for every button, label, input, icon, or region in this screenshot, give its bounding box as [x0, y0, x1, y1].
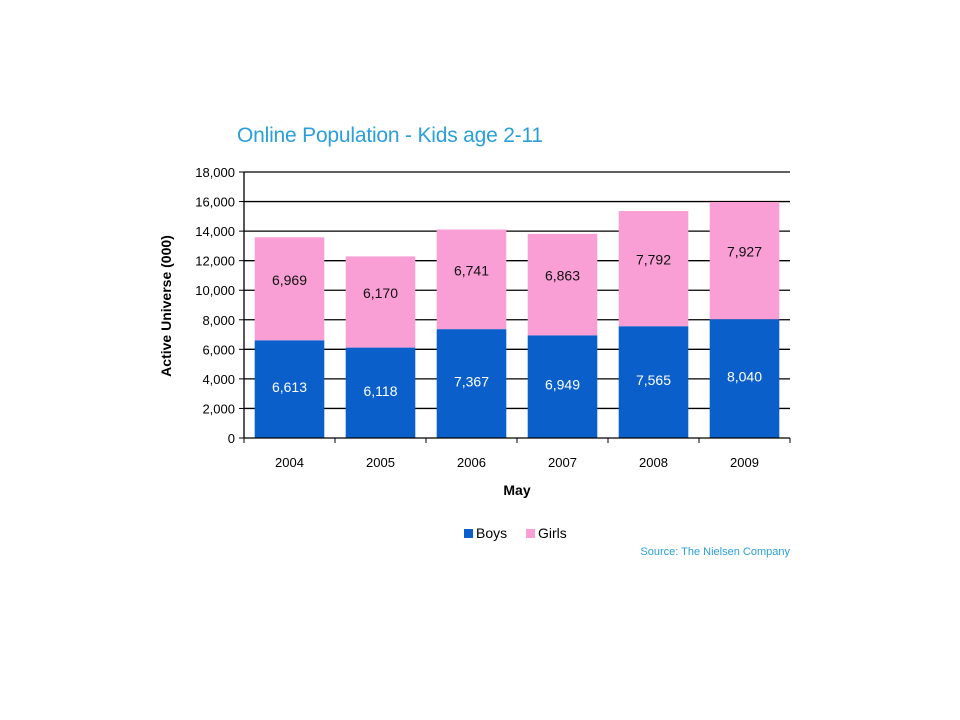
axes: 0 2,000 4,000 6,000 8,000 10,000 12,000 14,000 1… [195, 165, 791, 470]
data-label-boys-2006: 7,367 [454, 374, 489, 390]
legend: Boys Girls [464, 525, 567, 541]
x-tick-label: 2008 [639, 455, 668, 470]
bar-girls-2006 [436, 229, 507, 330]
data-labels: 6,613 6,969 6,118 6,170 7,367 6,741 6,949 6,863… [272, 244, 762, 399]
bar-girls-2009 [709, 202, 780, 320]
y-tick-label: 18,000 [195, 165, 235, 180]
gridlines [244, 171, 790, 410]
bar-boys-2005 [345, 347, 416, 438]
x-axis-title: May [503, 482, 530, 498]
bar-boys-2007 [527, 335, 598, 438]
y-tick-label: 6,000 [202, 342, 235, 357]
data-label-girls-2005: 6,170 [363, 285, 398, 301]
y-tick-label: 16,000 [195, 195, 235, 210]
bar-girls-2008 [618, 211, 689, 327]
x-tick-label: 2006 [457, 455, 486, 470]
bar-girls-2004 [254, 237, 325, 341]
data-label-girls-2009: 7,927 [727, 244, 762, 260]
legend-label-girls: Girls [538, 525, 567, 541]
x-tick-label: 2004 [275, 455, 304, 470]
data-label-girls-2004: 6,969 [272, 272, 307, 288]
data-label-boys-2008: 7,565 [636, 372, 671, 388]
y-tick-label: 0 [228, 431, 235, 446]
x-tick-label: 2007 [548, 455, 577, 470]
legend-swatch-girls [526, 529, 535, 538]
bars [254, 202, 780, 438]
x-tick-label: 2009 [730, 455, 759, 470]
y-tick-label: 10,000 [195, 283, 235, 298]
legend-label-boys: Boys [476, 525, 507, 541]
y-tick-label: 12,000 [195, 254, 235, 269]
y-tick-label: 8,000 [202, 313, 235, 328]
legend-swatch-boys [464, 529, 473, 538]
bar-boys-2004 [254, 340, 325, 438]
y-tick-label: 4,000 [202, 372, 235, 387]
data-label-girls-2008: 7,792 [636, 252, 671, 268]
data-label-boys-2004: 6,613 [272, 379, 307, 395]
bar-girls-2007 [527, 233, 598, 336]
bar-boys-2009 [709, 319, 780, 438]
data-label-boys-2007: 6,949 [545, 377, 580, 393]
y-axis-title: Active Universe (000) [158, 235, 174, 377]
source-note: Source: The Nielsen Company [640, 546, 790, 558]
x-tick-label: 2005 [366, 455, 395, 470]
data-label-boys-2009: 8,040 [727, 369, 762, 385]
bar-boys-2006 [436, 329, 507, 438]
chart-title: Online Population - Kids age 2-11 [237, 124, 543, 147]
data-label-girls-2006: 6,741 [454, 262, 489, 278]
y-tick-label: 2,000 [202, 401, 235, 416]
bar-girls-2005 [345, 256, 416, 348]
data-label-girls-2007: 6,863 [545, 268, 580, 284]
bar-boys-2008 [618, 326, 689, 438]
y-tick-label: 14,000 [195, 224, 235, 239]
data-label-boys-2005: 6,118 [364, 383, 398, 399]
